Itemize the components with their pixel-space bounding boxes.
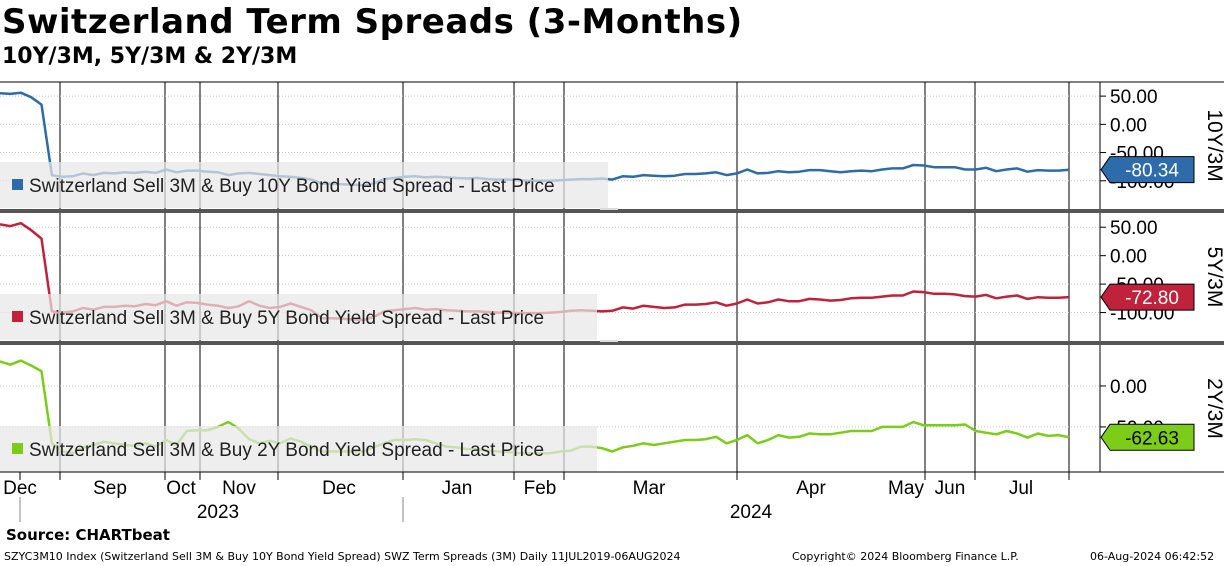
x-tick-label-may: May <box>888 478 924 499</box>
footer-copyright: Copyright© 2024 Bloomberg Finance L.P. <box>792 550 1019 563</box>
y-tick-label: 0.00 <box>1110 247 1147 268</box>
x-tick-label-jan: Jan <box>442 478 473 499</box>
x-tick-label-mar: Mar <box>633 478 666 499</box>
last-value-label: -80.34 <box>1125 161 1179 182</box>
x-tick-label-dec: Dec <box>3 478 37 499</box>
year-label-2023: 2023 <box>197 502 239 523</box>
legend-box <box>0 162 608 208</box>
footer-index-text: SZYC3M10 Index (Switzerland Sell 3M & Bu… <box>4 550 681 563</box>
y-tick-label: 50.00 <box>1110 218 1158 239</box>
x-tick-label-feb: Feb <box>524 478 557 499</box>
panel-axis-label: 10Y/3M <box>1203 109 1224 181</box>
legend-swatch <box>12 443 23 454</box>
last-value-tag <box>1100 423 1195 451</box>
y-tick-label: 50.00 <box>1110 87 1158 108</box>
panel-resize-handle <box>600 340 618 342</box>
last-value-tag <box>1100 283 1195 311</box>
y-tick-label: 0.00 <box>1110 115 1147 136</box>
legend-label: Switzerland Sell 3M & Buy 5Y Bond Yield … <box>29 308 544 329</box>
panel-separator <box>0 209 1224 213</box>
x-tick-label-jun: Jun <box>935 478 966 499</box>
x-tick-label-jul: Jul <box>1009 478 1033 499</box>
x-tick-label-oct: Oct <box>166 478 196 499</box>
legend-label: Switzerland Sell 3M & Buy 10Y Bond Yield… <box>29 176 555 197</box>
x-tick-label-sep: Sep <box>93 478 127 499</box>
legend-swatch <box>12 311 23 322</box>
x-tick-label-nov: Nov <box>222 478 256 499</box>
chart-subtitle: 10Y/3M, 5Y/3M & 2Y/3M <box>2 44 298 69</box>
legend-label: Switzerland Sell 3M & Buy 2Y Bond Yield … <box>29 440 544 461</box>
panel-separator <box>0 341 1224 345</box>
year-label-2024: 2024 <box>730 502 773 523</box>
panel-resize-handle <box>600 208 618 210</box>
last-value-label: -72.80 <box>1125 288 1179 309</box>
legend-swatch <box>12 179 23 190</box>
panel-axis-label: 2Y/3M <box>1203 378 1224 439</box>
x-tick-label-dec: Dec <box>322 478 356 499</box>
x-tick-label-apr: Apr <box>796 478 826 499</box>
y-tick-label: 0.00 <box>1110 377 1147 398</box>
legend-box <box>0 426 597 472</box>
source-label: Source: CHARTbeat <box>6 526 170 544</box>
footer-timestamp: 06-Aug-2024 06:42:52 <box>1090 550 1215 563</box>
last-value-tag <box>1100 156 1195 184</box>
panel-axis-label: 5Y/3M <box>1203 247 1224 308</box>
last-value-label: -62.63 <box>1125 428 1179 449</box>
chart-title: Switzerland Term Spreads (3-Months) <box>2 2 743 42</box>
legend-box <box>0 294 597 340</box>
